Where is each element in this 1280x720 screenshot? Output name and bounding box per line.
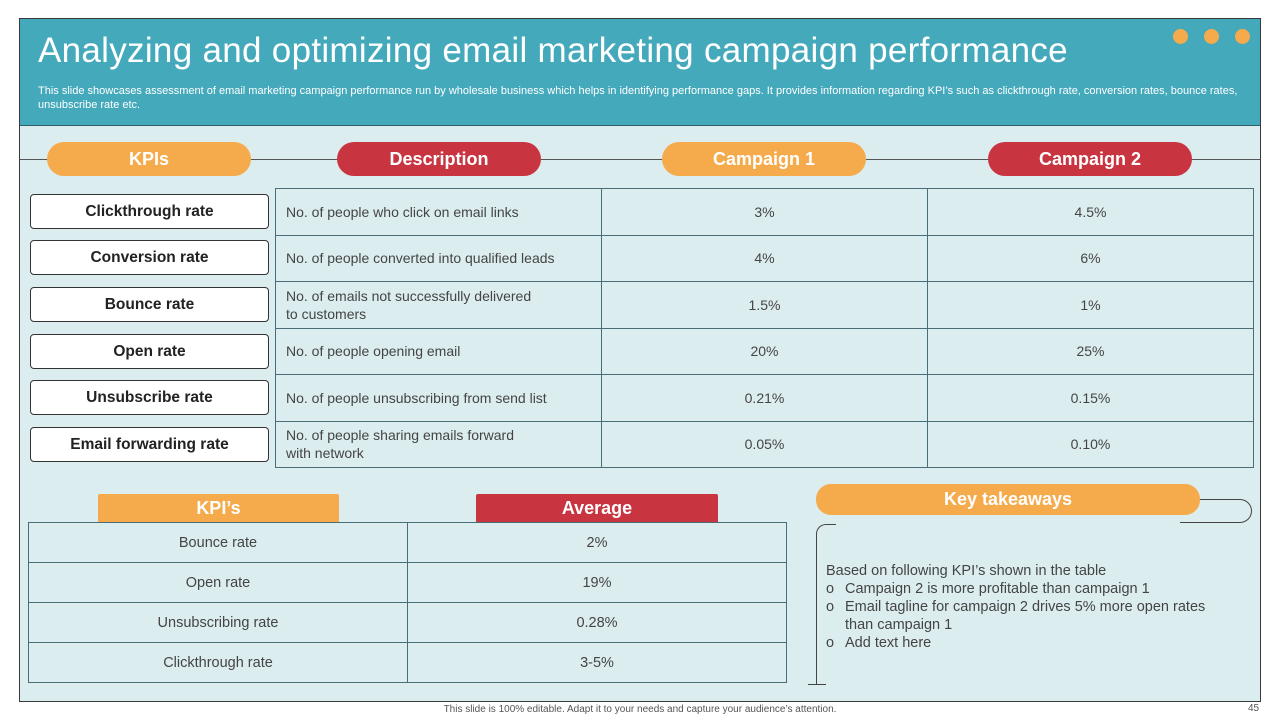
table-cell-campaign2: 6% (927, 234, 1254, 282)
description-line-1: No. of emails not successfully delivered (286, 287, 532, 304)
table-cell-campaign2: 4.5% (927, 188, 1254, 236)
table-row: No. of people who click on email links 3… (275, 188, 1254, 236)
kpi-comparison-table: No. of people who click on email links 3… (275, 188, 1254, 468)
table-cell-campaign2: 0.15% (927, 374, 1254, 422)
bullet-circle-icon: o (826, 599, 835, 615)
table-cell-description: No. of people sharing emails forward wit… (275, 420, 602, 468)
takeaways-bracket (816, 524, 836, 685)
header-banner: Analyzing and optimizing email marketing… (20, 19, 1260, 126)
kpi-label-open: Open rate (30, 334, 269, 369)
footer-note: This slide is 100% editable. Adapt it to… (443, 704, 837, 715)
table-cell-description: No. of emails not successfully delivered… (275, 281, 602, 329)
average-table: Bounce rate 2% Open rate 19% Unsubscribi… (28, 522, 787, 683)
takeaway-text: Campaign 2 is more profitable than campa… (845, 581, 1150, 597)
table-cell-kpi: Bounce rate (28, 522, 408, 563)
table-cell-campaign1: 20% (601, 327, 928, 375)
table-cell-average: 0.28% (407, 602, 787, 643)
kpi-label-forwarding: Email forwarding rate (30, 427, 269, 462)
list-item: o Campaign 2 is more profitable than cam… (826, 580, 1226, 598)
table-row: No. of emails not successfully delivered… (275, 281, 1254, 329)
page-title: Analyzing and optimizing email marketing… (38, 31, 1068, 70)
bullet-circle-icon: o (826, 581, 835, 597)
header-row-line (20, 159, 1260, 160)
kpi-label-conversion: Conversion rate (30, 240, 269, 275)
decorative-dot-1 (1173, 29, 1188, 44)
table-cell-kpi: Open rate (28, 562, 408, 603)
takeaway-text: Email tagline for campaign 2 drives 5% m… (845, 599, 1206, 633)
table-row: No. of people unsubscribing from send li… (275, 374, 1254, 422)
table-row: No. of people converted into qualified l… (275, 234, 1254, 282)
average-tab-label: Average (476, 494, 718, 522)
takeaways-bracket-foot (808, 684, 826, 685)
kpis-header-pill: KPIs (47, 142, 251, 176)
table-cell-campaign1: 1.5% (601, 281, 928, 329)
page-subtitle: This slide showcases assessment of email… (38, 85, 1238, 111)
table-cell-kpi: Unsubscribing rate (28, 602, 408, 643)
takeaways-connector (1180, 499, 1252, 523)
table-cell-average: 3-5% (407, 642, 787, 683)
page-number: 45 (1248, 703, 1260, 714)
table-row: Bounce rate 2% (28, 522, 787, 563)
kpis-tab-label: KPI’s (98, 494, 339, 522)
table-cell-campaign2: 0.10% (927, 420, 1254, 468)
takeaways-title-pill: Key takeaways (816, 484, 1200, 515)
description-line-1: No. of people sharing emails forward (286, 427, 515, 444)
table-cell-campaign1: 0.05% (601, 420, 928, 468)
decorative-dot-3 (1235, 29, 1250, 44)
table-row: Open rate 19% (28, 562, 787, 603)
table-cell-campaign2: 25% (927, 327, 1254, 375)
takeaways-content: Based on following KPI’s shown in the ta… (826, 562, 1226, 652)
campaign1-header-pill: Campaign 1 (662, 142, 866, 176)
table-cell-average: 2% (407, 522, 787, 563)
table-cell-description: No. of people converted into qualified l… (275, 234, 602, 282)
campaign2-header-pill: Campaign 2 (988, 142, 1192, 176)
table-cell-campaign1: 4% (601, 234, 928, 282)
table-cell-description: No. of people unsubscribing from send li… (275, 374, 602, 422)
table-row: Unsubscribing rate 0.28% (28, 602, 787, 643)
list-item: o Add text here (826, 634, 1226, 652)
table-cell-description: No. of people opening email (275, 327, 602, 375)
table-cell-campaign1: 0.21% (601, 374, 928, 422)
table-cell-campaign2: 1% (927, 281, 1254, 329)
kpi-label-clickthrough: Clickthrough rate (30, 194, 269, 229)
slide-frame: Analyzing and optimizing email marketing… (19, 18, 1261, 702)
takeaway-text: Add text here (845, 635, 932, 651)
table-cell-kpi: Clickthrough rate (28, 642, 408, 683)
description-line-2: with network (286, 445, 364, 462)
takeaways-intro: Based on following KPI’s shown in the ta… (826, 563, 1107, 579)
table-row: No. of people sharing emails forward wit… (275, 420, 1254, 468)
description-header-pill: Description (337, 142, 541, 176)
kpi-label-unsubscribe: Unsubscribe rate (30, 380, 269, 415)
bullet-circle-icon: o (826, 635, 835, 651)
table-cell-description: No. of people who click on email links (275, 188, 602, 236)
table-row: Clickthrough rate 3-5% (28, 642, 787, 683)
table-cell-average: 19% (407, 562, 787, 603)
description-line-2: to customers (286, 305, 367, 322)
table-cell-campaign1: 3% (601, 188, 928, 236)
kpi-label-bounce: Bounce rate (30, 287, 269, 322)
list-item: o Email tagline for campaign 2 drives 5%… (826, 598, 1226, 634)
table-row: No. of people opening email 20% 25% (275, 327, 1254, 375)
decorative-dot-2 (1204, 29, 1219, 44)
